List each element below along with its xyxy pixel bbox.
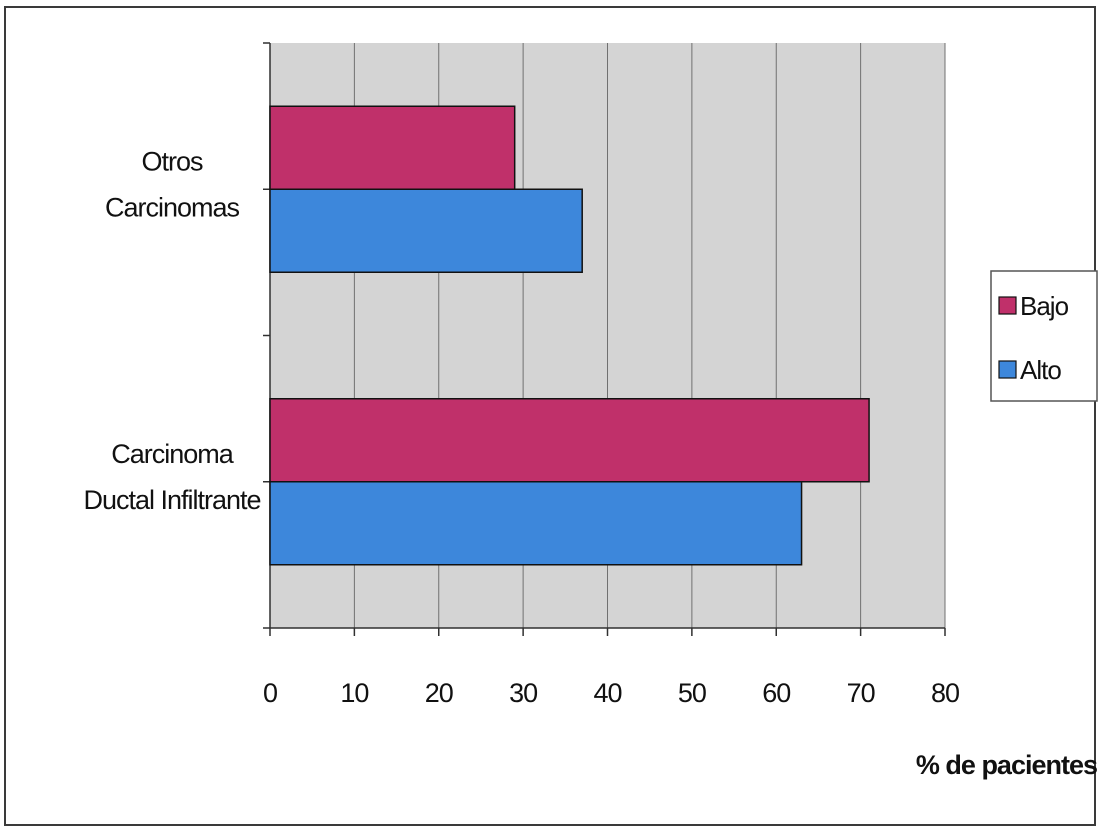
legend-swatch-bajo: [999, 297, 1016, 314]
x-tick-label: 30: [509, 678, 537, 708]
x-tick-label: 10: [340, 678, 368, 708]
x-tick-label: 80: [931, 678, 959, 708]
legend-swatch-alto: [999, 361, 1016, 378]
x-axis-title: % de pacientes: [916, 750, 1097, 780]
category-label: Carcinoma: [111, 439, 235, 469]
x-tick-label: 70: [847, 678, 875, 708]
x-tick-label: 0: [263, 678, 277, 708]
bar-alto-0: [270, 189, 582, 272]
category-label: Carcinomas: [105, 192, 240, 222]
bar-bajo-0: [270, 106, 515, 189]
legend-label-alto: Alto: [1020, 355, 1061, 385]
x-tick-label: 60: [762, 678, 790, 708]
bar-bajo-1: [270, 399, 869, 482]
category-label: Otros: [141, 146, 203, 176]
legend-label-bajo: Bajo: [1020, 291, 1069, 321]
x-tick-label: 20: [425, 678, 453, 708]
bar-alto-1: [270, 482, 802, 565]
category-label: Ductal Infiltrante: [83, 485, 260, 515]
x-tick-label: 50: [678, 678, 706, 708]
x-tick-label: 40: [593, 678, 621, 708]
